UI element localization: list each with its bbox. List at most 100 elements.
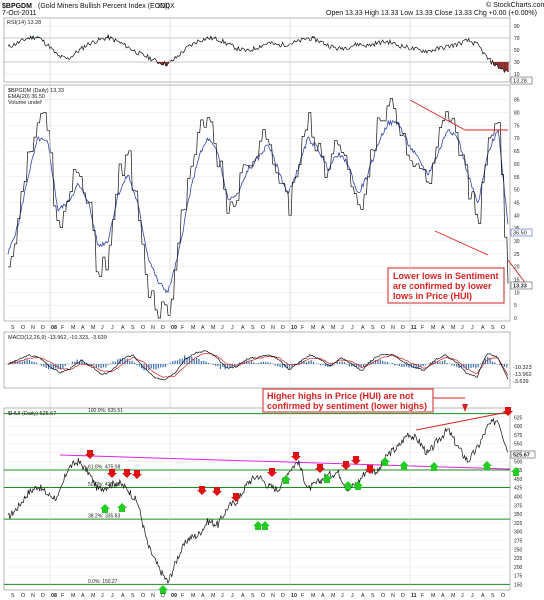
up-arrow-icon — [158, 585, 168, 594]
x-tick-label: M — [451, 593, 455, 599]
x-tick-label: N — [31, 593, 35, 599]
down-arrow-icon — [351, 456, 361, 465]
x-tick-label: J — [221, 593, 224, 599]
down-arrow-icon — [231, 493, 241, 502]
hui-tick-label: 625 — [514, 415, 523, 421]
x-tick-label: 09 — [171, 325, 177, 331]
bp-tick-label: 60 — [514, 162, 520, 168]
x-tick-label: S — [491, 325, 495, 331]
x-tick-label: S — [251, 593, 255, 599]
bp-tick-label: 0 — [514, 316, 517, 322]
x-tick-label: J — [351, 593, 354, 599]
x-tick-label: F — [421, 325, 425, 331]
bp-label-volume: Volume undef — [8, 100, 42, 106]
rsi-value-box — [510, 76, 533, 85]
bp-tick-label: 25 — [514, 252, 520, 258]
hui-tick-label: 350 — [514, 512, 523, 518]
hui-tick-label: 375 — [514, 503, 523, 509]
x-tick-label: F — [181, 593, 185, 599]
up-arrow-icon — [281, 475, 291, 484]
x-tick-label: A — [201, 593, 205, 599]
bp-tick-label: 50 — [514, 188, 520, 194]
sentiment-annotation-line2: are confirmed by lower — [393, 281, 492, 291]
x-tick-label: M — [331, 325, 335, 331]
symbol-name: (Gold Miners Bullish Percent Index (EOD)… — [38, 3, 170, 10]
bp-tick-label: 10 — [514, 290, 520, 296]
x-tick-label: D — [161, 593, 165, 599]
sentiment-annotation-line1: Lower lows in Sentiment — [393, 271, 499, 281]
bp-tick-label: 65 — [514, 149, 520, 155]
x-tick-label: J — [221, 325, 224, 331]
hui-last-value: 525.67 — [513, 453, 530, 459]
hui-tick-label: 400 — [514, 494, 523, 500]
sentiment-annotation-box — [387, 267, 505, 304]
bp-label-price: $BPGDM (Daily) 13.33 — [8, 88, 64, 94]
rsi-tick-label: 90 — [514, 24, 520, 30]
x-tick-label: M — [211, 325, 215, 331]
down-arrow-icon — [365, 465, 375, 474]
hui-tick-label: 600 — [514, 424, 523, 430]
x-tick-label: S — [11, 325, 15, 331]
rsi-tick-label: 70 — [514, 36, 520, 42]
up-arrow-icon — [322, 474, 332, 483]
x-tick-label: O — [381, 325, 385, 331]
x-tick-label: A — [201, 325, 205, 331]
up-arrow-icon — [100, 504, 110, 513]
hui-annotation-line2: confirmed by sentiment (lower highs) — [267, 401, 427, 411]
x-tick-label: N — [271, 325, 275, 331]
up-arrow-icon — [253, 521, 263, 530]
rsi-tick-label: 30 — [514, 60, 520, 66]
hui-tick-label: 450 — [514, 477, 523, 483]
x-tick-label: O — [501, 593, 505, 599]
credit: © StockCharts.com — [486, 1, 544, 9]
up-arrow-icon — [380, 457, 390, 466]
x-tick-label: J — [461, 325, 464, 331]
bp-price-value: 13.33 — [513, 284, 527, 290]
x-tick-label: N — [151, 593, 155, 599]
hui-tick-label: 325 — [514, 521, 523, 527]
x-tick-label: J — [471, 593, 474, 599]
x-tick-label: J — [231, 593, 234, 599]
x-tick-label: 08 — [51, 325, 57, 331]
x-tick-label: N — [271, 593, 275, 599]
hui-tick-label: 550 — [514, 442, 523, 448]
hui-tick-label: 175 — [514, 574, 523, 580]
x-tick-label: S — [11, 593, 15, 599]
fib-label: 100.0%: 635.51 — [88, 408, 123, 414]
x-tick-label: S — [371, 593, 375, 599]
x-tick-label: M — [311, 325, 315, 331]
bp-tick-label: 20 — [514, 265, 520, 271]
bp-tick-label: 80 — [514, 111, 520, 117]
x-tick-label: A — [81, 325, 85, 331]
x-tick-label: J — [471, 325, 474, 331]
hui-tick-label: 225 — [514, 556, 523, 562]
x-tick-label: N — [31, 325, 35, 331]
x-tick-label: J — [231, 325, 234, 331]
ohlc: Open 13.33 High 13.33 Low 13.33 Close 13… — [326, 10, 537, 17]
x-tick-label: M — [191, 593, 195, 599]
x-tick-label: F — [301, 593, 305, 599]
up-arrow-icon — [260, 521, 270, 530]
x-tick-label: M — [331, 593, 335, 599]
x-tick-label: A — [121, 593, 125, 599]
x-tick-label: A — [481, 593, 485, 599]
chart-header: $BPGDM (Gold Miners Bullish Percent Inde… — [2, 1, 544, 17]
x-tick-label: 11 — [411, 593, 417, 599]
x-tick-label: F — [421, 593, 425, 599]
macd-panel: MACD(12,26,9) -13.962, -10.323, -3.639 -… — [3, 331, 532, 389]
down-arrow-icon — [197, 486, 207, 495]
x-tick-label: F — [61, 325, 65, 331]
x-tick-label: O — [381, 593, 385, 599]
down-arrow-icon — [122, 469, 132, 478]
bp-ema-value: 36.50 — [513, 231, 527, 237]
hui-annotation-box — [262, 388, 434, 413]
sentiment-trendlines — [409, 99, 527, 285]
symbol: $BPGDM — [2, 3, 32, 10]
x-tick-label: A — [321, 593, 325, 599]
x-tick-label: S — [491, 593, 495, 599]
down-arrow-icon — [503, 407, 513, 416]
x-tick-label: A — [441, 325, 445, 331]
x-tick-label: M — [431, 325, 435, 331]
x-tick-label: M — [91, 325, 95, 331]
